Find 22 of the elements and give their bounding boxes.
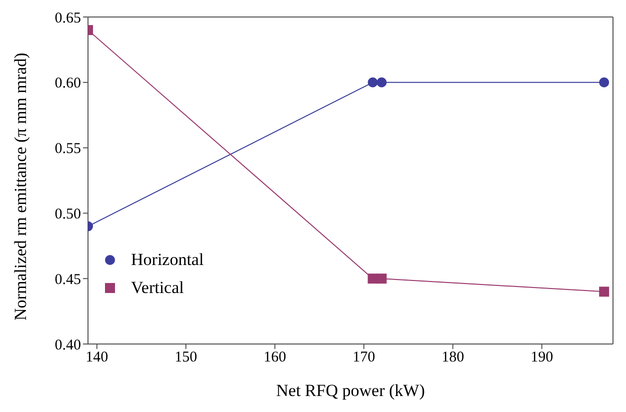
point bbox=[368, 274, 378, 284]
x-tick-label: 150 bbox=[174, 350, 198, 366]
x-tick-label: 180 bbox=[442, 350, 464, 366]
point bbox=[368, 77, 378, 88]
y-tick-label: 0.45 bbox=[54, 272, 81, 288]
point bbox=[599, 77, 610, 88]
point bbox=[599, 286, 610, 297]
y-axis-title: Normalized rm emittance (π mm mrad) bbox=[11, 52, 30, 320]
point bbox=[376, 77, 387, 88]
x-tick-label: 160 bbox=[264, 350, 286, 366]
x-tick-label: 140 bbox=[86, 350, 108, 366]
y-tick-label: 0.60 bbox=[54, 76, 81, 92]
y-tick-label: 0.50 bbox=[54, 206, 81, 223]
y-tick-label: 0.40 bbox=[54, 337, 81, 354]
y-tick-label: 0.55 bbox=[54, 141, 81, 158]
point bbox=[376, 274, 387, 284]
x-tick-label: 190 bbox=[530, 350, 554, 366]
y-tick-label: 0.65 bbox=[54, 10, 81, 26]
legend-label: Vertical bbox=[131, 278, 184, 298]
legend-label: Horizontal bbox=[131, 250, 204, 270]
x-axis-title: Net RFQ power (kW) bbox=[276, 381, 425, 400]
x-tick-label: 170 bbox=[352, 350, 376, 366]
